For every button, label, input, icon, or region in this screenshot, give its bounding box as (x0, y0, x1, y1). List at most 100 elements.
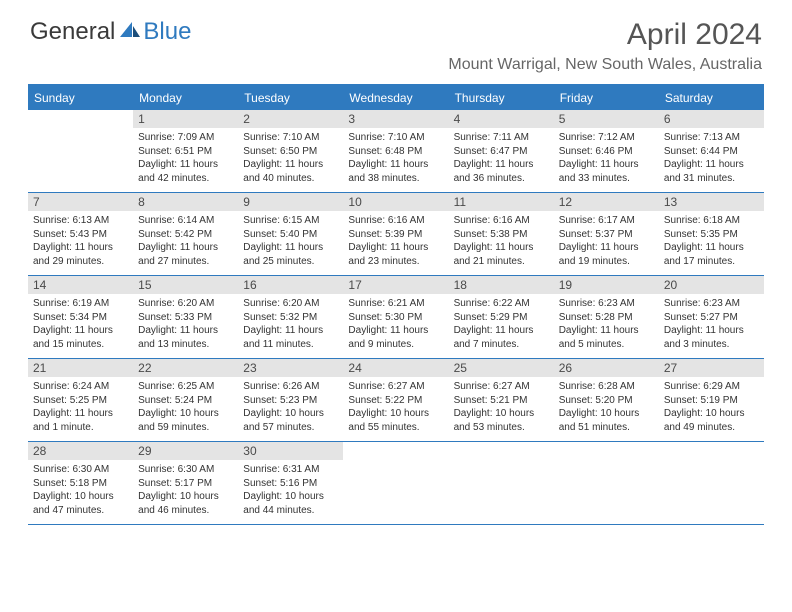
day-cell: 28Sunrise: 6:30 AMSunset: 5:18 PMDayligh… (28, 442, 133, 524)
day-cell: 6Sunrise: 7:13 AMSunset: 6:44 PMDaylight… (659, 110, 764, 192)
dow-cell: Saturday (659, 86, 764, 110)
day-body: Sunrise: 6:25 AMSunset: 5:24 PMDaylight:… (133, 377, 238, 438)
sunrise-text: Sunrise: 6:20 AM (243, 297, 338, 311)
sunset-text: Sunset: 5:43 PM (33, 228, 128, 242)
sunrise-text: Sunrise: 6:14 AM (138, 214, 233, 228)
day-body: Sunrise: 6:23 AMSunset: 5:27 PMDaylight:… (659, 294, 764, 355)
sunrise-text: Sunrise: 7:09 AM (138, 131, 233, 145)
sunrise-text: Sunrise: 6:18 AM (664, 214, 759, 228)
day-number: 8 (133, 193, 238, 211)
calendar: SundayMondayTuesdayWednesdayThursdayFrid… (28, 84, 764, 525)
sunset-text: Sunset: 5:42 PM (138, 228, 233, 242)
day-body: Sunrise: 6:28 AMSunset: 5:20 PMDaylight:… (554, 377, 659, 438)
weeks-container: 1Sunrise: 7:09 AMSunset: 6:51 PMDaylight… (28, 110, 764, 525)
sunrise-text: Sunrise: 6:30 AM (33, 463, 128, 477)
day-cell: 22Sunrise: 6:25 AMSunset: 5:24 PMDayligh… (133, 359, 238, 441)
day-cell: 12Sunrise: 6:17 AMSunset: 5:37 PMDayligh… (554, 193, 659, 275)
sunset-text: Sunset: 5:23 PM (243, 394, 338, 408)
day-number (28, 110, 133, 114)
day-body: Sunrise: 6:21 AMSunset: 5:30 PMDaylight:… (343, 294, 448, 355)
week-row: 21Sunrise: 6:24 AMSunset: 5:25 PMDayligh… (28, 359, 764, 442)
day-body: Sunrise: 6:24 AMSunset: 5:25 PMDaylight:… (28, 377, 133, 438)
daylight-text: Daylight: 11 hours and 42 minutes. (138, 158, 233, 185)
day-number: 20 (659, 276, 764, 294)
dow-cell: Monday (133, 86, 238, 110)
day-cell: 17Sunrise: 6:21 AMSunset: 5:30 PMDayligh… (343, 276, 448, 358)
day-body: Sunrise: 6:22 AMSunset: 5:29 PMDaylight:… (449, 294, 554, 355)
daylight-text: Daylight: 10 hours and 59 minutes. (138, 407, 233, 434)
day-number: 13 (659, 193, 764, 211)
day-number: 6 (659, 110, 764, 128)
sunset-text: Sunset: 5:29 PM (454, 311, 549, 325)
day-body: Sunrise: 6:19 AMSunset: 5:34 PMDaylight:… (28, 294, 133, 355)
day-body: Sunrise: 6:20 AMSunset: 5:32 PMDaylight:… (238, 294, 343, 355)
day-body: Sunrise: 6:30 AMSunset: 5:18 PMDaylight:… (28, 460, 133, 521)
dow-cell: Sunday (28, 86, 133, 110)
day-body: Sunrise: 6:14 AMSunset: 5:42 PMDaylight:… (133, 211, 238, 272)
sunrise-text: Sunrise: 7:11 AM (454, 131, 549, 145)
daylight-text: Daylight: 11 hours and 31 minutes. (664, 158, 759, 185)
sunset-text: Sunset: 6:47 PM (454, 145, 549, 159)
day-cell: 30Sunrise: 6:31 AMSunset: 5:16 PMDayligh… (238, 442, 343, 524)
sunrise-text: Sunrise: 6:20 AM (138, 297, 233, 311)
day-body: Sunrise: 7:09 AMSunset: 6:51 PMDaylight:… (133, 128, 238, 189)
day-number: 1 (133, 110, 238, 128)
dow-cell: Tuesday (238, 86, 343, 110)
day-cell: 19Sunrise: 6:23 AMSunset: 5:28 PMDayligh… (554, 276, 659, 358)
sunset-text: Sunset: 5:40 PM (243, 228, 338, 242)
day-number: 3 (343, 110, 448, 128)
daylight-text: Daylight: 10 hours and 46 minutes. (138, 490, 233, 517)
day-cell: 13Sunrise: 6:18 AMSunset: 5:35 PMDayligh… (659, 193, 764, 275)
logo-text-1: General (30, 18, 115, 46)
sunrise-text: Sunrise: 6:16 AM (454, 214, 549, 228)
week-row: 14Sunrise: 6:19 AMSunset: 5:34 PMDayligh… (28, 276, 764, 359)
daylight-text: Daylight: 11 hours and 17 minutes. (664, 241, 759, 268)
sunrise-text: Sunrise: 6:31 AM (243, 463, 338, 477)
day-number: 11 (449, 193, 554, 211)
sunrise-text: Sunrise: 6:30 AM (138, 463, 233, 477)
day-cell: 16Sunrise: 6:20 AMSunset: 5:32 PMDayligh… (238, 276, 343, 358)
sunset-text: Sunset: 5:37 PM (559, 228, 654, 242)
day-number: 10 (343, 193, 448, 211)
daylight-text: Daylight: 11 hours and 40 minutes. (243, 158, 338, 185)
day-number (554, 442, 659, 446)
sunset-text: Sunset: 5:28 PM (559, 311, 654, 325)
daylight-text: Daylight: 11 hours and 7 minutes. (454, 324, 549, 351)
sunset-text: Sunset: 5:30 PM (348, 311, 443, 325)
day-number: 5 (554, 110, 659, 128)
day-number: 15 (133, 276, 238, 294)
day-cell: 25Sunrise: 6:27 AMSunset: 5:21 PMDayligh… (449, 359, 554, 441)
daylight-text: Daylight: 10 hours and 57 minutes. (243, 407, 338, 434)
daylight-text: Daylight: 11 hours and 29 minutes. (33, 241, 128, 268)
sunrise-text: Sunrise: 6:16 AM (348, 214, 443, 228)
sunrise-text: Sunrise: 6:23 AM (664, 297, 759, 311)
sunrise-text: Sunrise: 6:24 AM (33, 380, 128, 394)
day-body: Sunrise: 6:30 AMSunset: 5:17 PMDaylight:… (133, 460, 238, 521)
day-cell: 1Sunrise: 7:09 AMSunset: 6:51 PMDaylight… (133, 110, 238, 192)
sunrise-text: Sunrise: 6:27 AM (348, 380, 443, 394)
day-number: 2 (238, 110, 343, 128)
sunset-text: Sunset: 5:39 PM (348, 228, 443, 242)
day-body: Sunrise: 6:31 AMSunset: 5:16 PMDaylight:… (238, 460, 343, 521)
location-text: Mount Warrigal, New South Wales, Austral… (448, 56, 762, 74)
sunset-text: Sunset: 5:27 PM (664, 311, 759, 325)
sunrise-text: Sunrise: 7:10 AM (348, 131, 443, 145)
logo: General Blue (30, 18, 191, 46)
day-body: Sunrise: 6:16 AMSunset: 5:39 PMDaylight:… (343, 211, 448, 272)
day-cell: 5Sunrise: 7:12 AMSunset: 6:46 PMDaylight… (554, 110, 659, 192)
sunset-text: Sunset: 5:16 PM (243, 477, 338, 491)
day-body: Sunrise: 7:11 AMSunset: 6:47 PMDaylight:… (449, 128, 554, 189)
day-number: 18 (449, 276, 554, 294)
sunrise-text: Sunrise: 6:21 AM (348, 297, 443, 311)
sunset-text: Sunset: 5:38 PM (454, 228, 549, 242)
week-row: 1Sunrise: 7:09 AMSunset: 6:51 PMDaylight… (28, 110, 764, 193)
sail-icon (119, 20, 141, 45)
sunset-text: Sunset: 5:18 PM (33, 477, 128, 491)
day-number: 19 (554, 276, 659, 294)
day-cell: 27Sunrise: 6:29 AMSunset: 5:19 PMDayligh… (659, 359, 764, 441)
daylight-text: Daylight: 11 hours and 36 minutes. (454, 158, 549, 185)
sunset-text: Sunset: 6:46 PM (559, 145, 654, 159)
sunset-text: Sunset: 5:24 PM (138, 394, 233, 408)
day-body: Sunrise: 6:20 AMSunset: 5:33 PMDaylight:… (133, 294, 238, 355)
sunrise-text: Sunrise: 6:23 AM (559, 297, 654, 311)
